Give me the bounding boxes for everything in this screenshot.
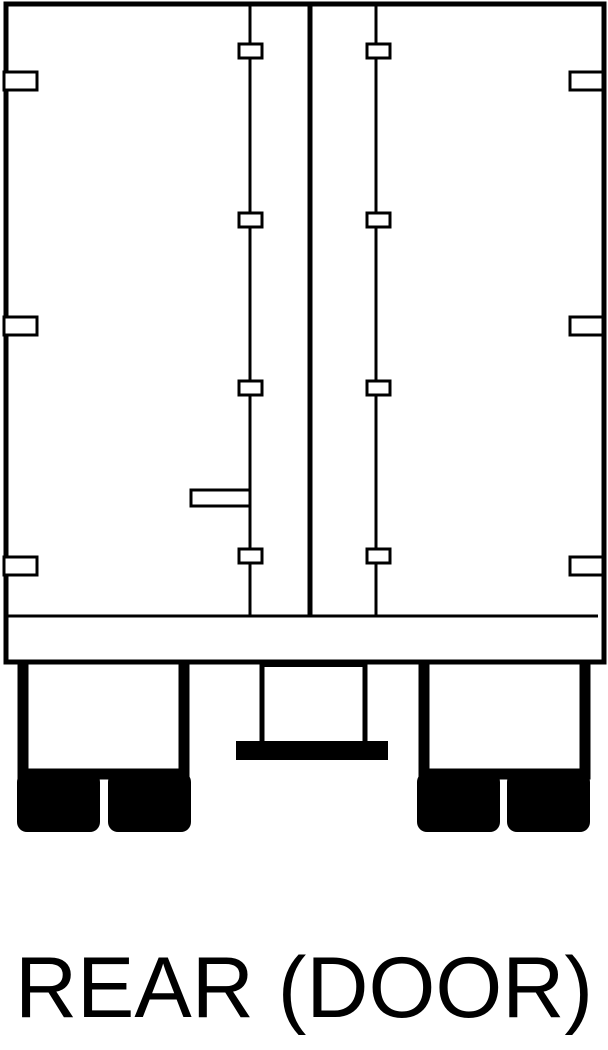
- left-outer-tire: [17, 772, 100, 832]
- door-hinge-left: [2, 555, 39, 577]
- door-hinge-right: [568, 315, 605, 337]
- right-outer-tire: [507, 772, 590, 832]
- trailer-rear-diagram: [2, 1, 607, 832]
- door-hinge-right: [568, 70, 605, 92]
- diagram-caption: REAR (DOOR): [14, 940, 594, 1036]
- door-handle: [189, 488, 252, 508]
- right-mud-flap: [418, 662, 591, 780]
- lock-rod-bracket: [237, 211, 264, 229]
- lock-rod-bracket: [365, 42, 392, 60]
- underride-guard-bar: [236, 741, 388, 760]
- lock-rod-bracket: [365, 547, 392, 565]
- lock-rod-bracket: [365, 211, 392, 229]
- door-hinge-left: [2, 315, 39, 337]
- door-hinge-right: [568, 555, 605, 577]
- door-hinge-left: [2, 70, 39, 92]
- lock-rod-bracket: [237, 42, 264, 60]
- lock-rod-bracket: [237, 547, 264, 565]
- lock-rod-bracket: [237, 379, 264, 397]
- right-inner-tire: [417, 772, 500, 832]
- lock-rod-bracket: [365, 379, 392, 397]
- left-inner-tire: [108, 772, 191, 832]
- left-mud-flap: [17, 662, 190, 780]
- trailer-body: [3, 1, 607, 665]
